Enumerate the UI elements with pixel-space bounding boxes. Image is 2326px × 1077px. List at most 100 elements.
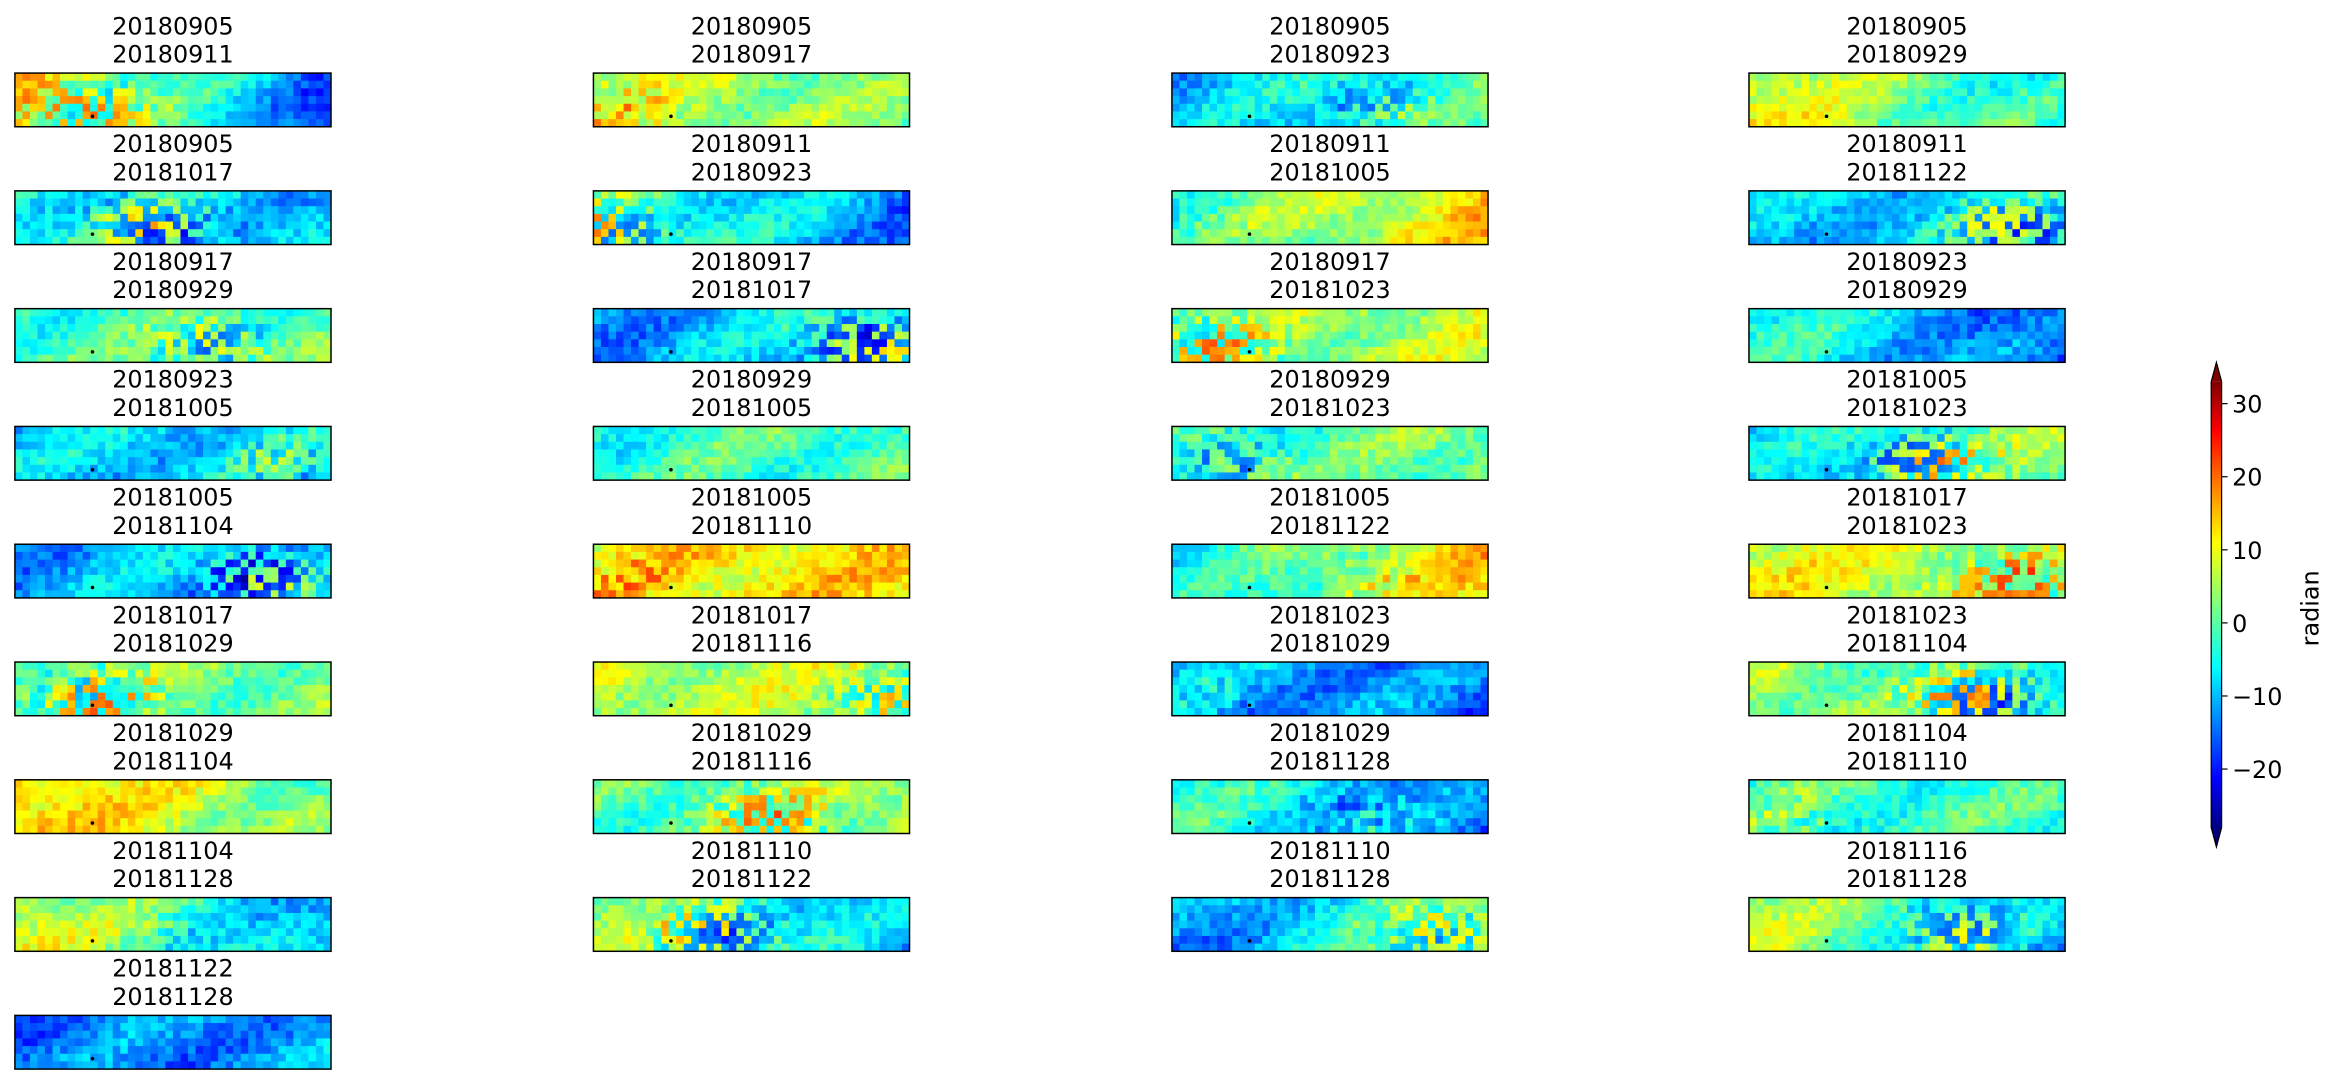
pixel xyxy=(90,80,99,89)
pixel xyxy=(1922,464,1931,473)
pixel xyxy=(841,190,850,199)
pixel xyxy=(811,103,820,112)
pixel xyxy=(1329,88,1338,97)
pixel xyxy=(1974,464,1983,473)
pixel xyxy=(1292,354,1301,363)
pixel xyxy=(1292,441,1301,450)
pixel xyxy=(2019,441,2028,450)
pixel xyxy=(2057,236,2066,245)
pixel xyxy=(721,213,730,222)
pixel xyxy=(37,457,46,466)
pixel xyxy=(1989,80,1998,89)
pixel xyxy=(1974,80,1983,89)
pixel xyxy=(1861,221,1870,230)
pixel xyxy=(263,198,272,207)
pixel xyxy=(67,80,76,89)
pixel xyxy=(864,472,873,481)
pixel xyxy=(631,190,640,199)
pixel xyxy=(1869,229,1878,238)
pixel xyxy=(728,331,737,340)
pixel xyxy=(240,559,249,568)
pixel xyxy=(1209,426,1218,435)
pixel xyxy=(1232,426,1241,435)
pixel xyxy=(1397,331,1406,340)
pixel xyxy=(60,190,69,199)
pixel xyxy=(661,472,670,481)
pixel xyxy=(1337,111,1346,120)
pixel xyxy=(14,198,23,207)
pixel xyxy=(1412,434,1421,443)
pixel xyxy=(894,346,903,356)
pixel xyxy=(293,111,302,120)
pixel xyxy=(1869,88,1878,97)
pixel xyxy=(789,190,798,199)
pixel xyxy=(2057,472,2066,481)
pixel xyxy=(1360,331,1369,340)
pixel xyxy=(593,308,602,317)
pixel xyxy=(600,198,609,207)
pixel xyxy=(22,229,31,238)
pixel xyxy=(218,221,227,230)
pixel xyxy=(886,449,895,458)
pixel xyxy=(1974,221,1983,230)
pixel xyxy=(1277,308,1286,317)
pixel xyxy=(1314,221,1323,230)
pixel xyxy=(248,559,257,568)
pixel xyxy=(195,103,204,112)
pixel xyxy=(901,88,910,97)
pixel xyxy=(157,88,166,97)
pixel xyxy=(300,323,309,333)
pixel xyxy=(1929,198,1938,207)
pixel xyxy=(1360,80,1369,89)
pixel xyxy=(263,346,272,356)
pixel xyxy=(1442,88,1451,97)
pixel xyxy=(1801,229,1810,238)
pixel xyxy=(1465,111,1474,120)
pixel xyxy=(67,331,76,340)
pixel xyxy=(1277,190,1286,199)
pixel xyxy=(1269,73,1278,82)
pixel xyxy=(1480,323,1489,333)
pixel xyxy=(2019,331,2028,340)
pixel xyxy=(698,346,707,356)
pixel xyxy=(1382,80,1391,89)
pixel xyxy=(1914,80,1923,89)
pixel xyxy=(127,464,136,473)
pixel xyxy=(60,236,69,245)
pixel xyxy=(1209,354,1218,363)
pixel xyxy=(1771,441,1780,450)
pixel xyxy=(1876,346,1885,356)
pixel xyxy=(1794,213,1803,222)
pixel xyxy=(157,221,166,230)
pixel xyxy=(180,316,189,325)
pixel xyxy=(683,73,692,82)
pixel xyxy=(97,316,106,325)
pixel xyxy=(1397,339,1406,348)
pixel xyxy=(2019,457,2028,466)
pixel xyxy=(1277,457,1286,466)
pixel xyxy=(901,213,910,222)
pixel xyxy=(210,426,219,435)
pixel xyxy=(255,457,264,466)
pixel xyxy=(1299,190,1308,199)
pixel xyxy=(1390,331,1399,340)
pixel xyxy=(894,221,903,230)
pixel xyxy=(728,190,737,199)
pixel xyxy=(1352,339,1361,348)
pixel xyxy=(1884,472,1893,481)
pixel xyxy=(90,346,99,356)
pixel xyxy=(1929,119,1938,128)
pixel xyxy=(886,339,895,348)
pixel xyxy=(14,457,23,466)
pixel xyxy=(1202,73,1211,82)
pixel xyxy=(1337,323,1346,333)
pixel xyxy=(1217,236,1226,245)
pixel xyxy=(2057,73,2066,82)
pixel xyxy=(901,103,910,112)
pixel xyxy=(1959,457,1968,466)
pixel xyxy=(1876,434,1885,443)
pixel xyxy=(653,354,662,363)
pixel xyxy=(1224,354,1233,363)
pixel xyxy=(195,339,204,348)
pixel xyxy=(90,574,99,584)
